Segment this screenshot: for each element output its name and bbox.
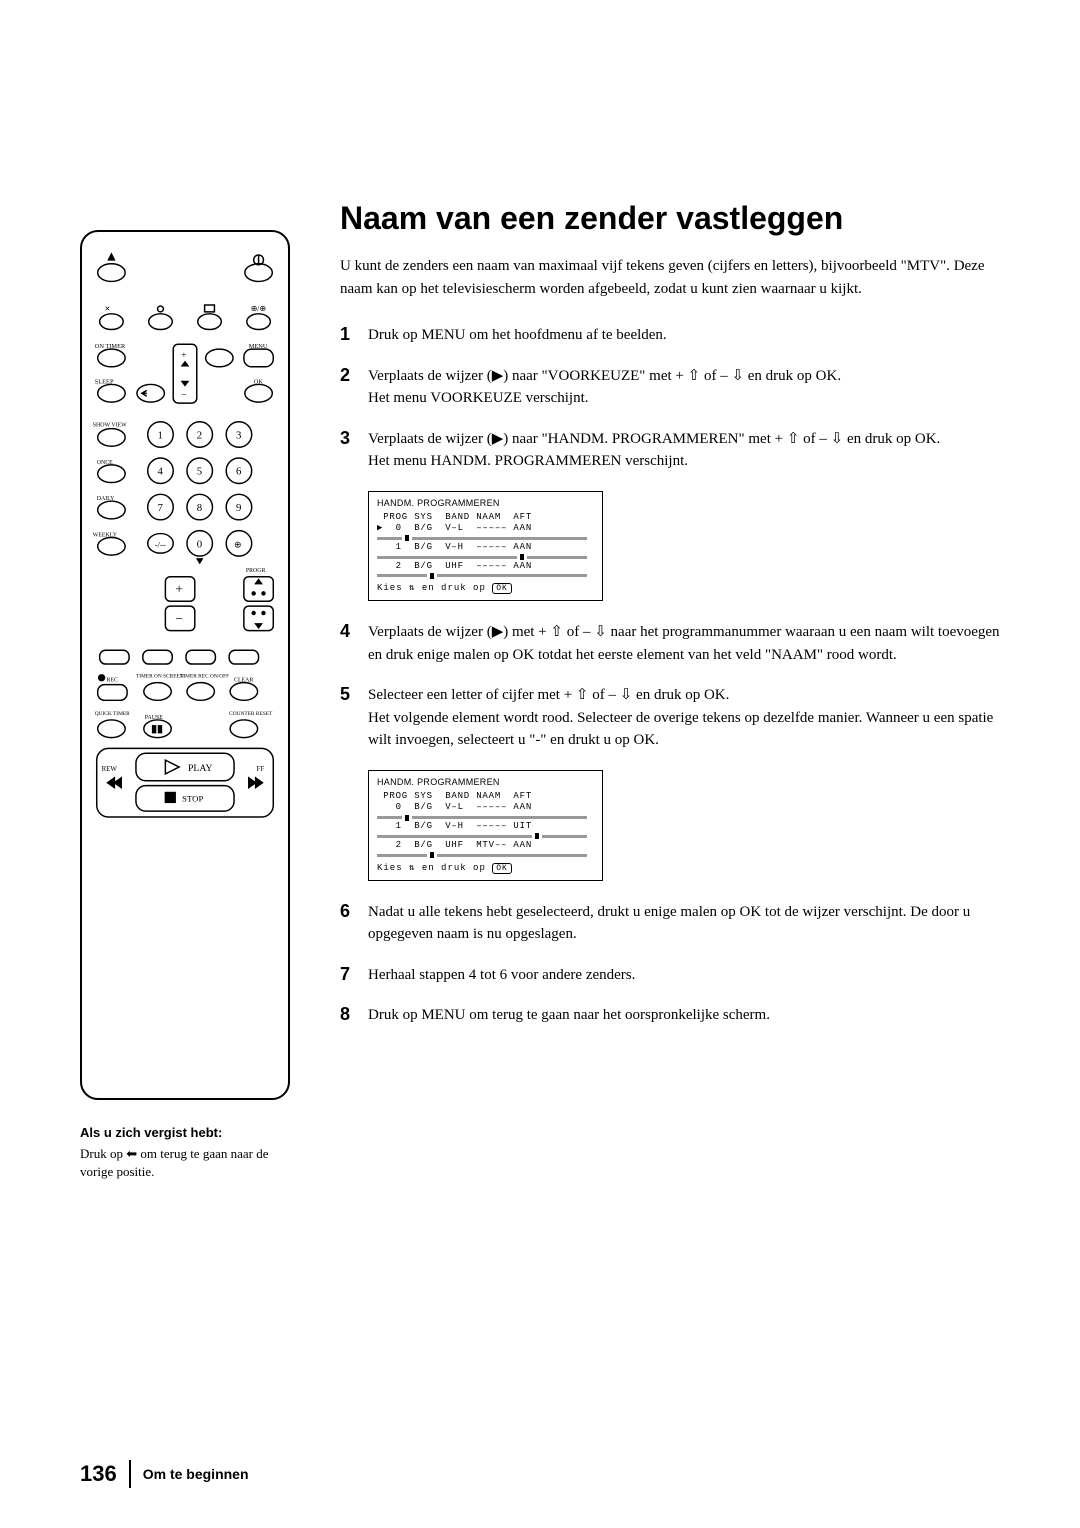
step-body: Nadat u alle tekens hebt geselecteerd, d…	[368, 901, 1000, 946]
step-5: 5 Selecteer een letter of cijfer met + ⇧…	[340, 684, 1000, 752]
svg-text:8: 8	[197, 502, 202, 514]
section-label: Om te beginnen	[129, 1460, 249, 1488]
step-number: 4	[340, 621, 368, 666]
step-number: 7	[340, 964, 368, 987]
screen-header: PROG SYS BAND NAAM AFT	[377, 512, 594, 524]
screen-row: 1 B/G V–H ––––– AAN	[377, 542, 594, 554]
svg-text:PROGR: PROGR	[246, 568, 266, 574]
svg-text:−: −	[181, 390, 187, 401]
back-arrow-icon: ⬅	[126, 1146, 137, 1161]
svg-text:5: 5	[197, 466, 202, 478]
tuning-bar	[377, 556, 594, 559]
step-1: 1 Druk op MENU om het hoofdmenu af te be…	[340, 324, 1000, 347]
step-number: 8	[340, 1004, 368, 1027]
svg-text:REC: REC	[107, 678, 119, 684]
footer-mid: en druk op	[415, 583, 492, 593]
svg-text:9: 9	[236, 502, 241, 514]
screen-row: 2 B/G UHF ––––– AAN	[377, 561, 594, 573]
main-column: Naam van een zender vastleggen U kunt de…	[340, 200, 1000, 1045]
svg-text:6: 6	[236, 466, 242, 478]
svg-text:SHOW VIEW: SHOW VIEW	[93, 423, 127, 429]
step-text: Selecteer een letter of cijfer met + ⇧ o…	[368, 687, 729, 703]
screen-menu-2: HANDM. PROGRAMMEREN PROG SYS BAND NAAM A…	[368, 770, 603, 881]
step-text: Het menu HANDM. PROGRAMMEREN verschijnt.	[368, 453, 688, 469]
svg-text:7: 7	[158, 502, 164, 514]
svg-text:TIMER ON SCREEN: TIMER ON SCREEN	[136, 674, 184, 680]
footer-pre: Kies	[377, 863, 409, 873]
screen-title: HANDM. PROGRAMMEREN	[377, 498, 594, 508]
step-7: 7 Herhaal stappen 4 tot 6 voor andere ze…	[340, 964, 1000, 987]
step-body: Verplaats de wijzer (▶) naar "VOORKEUZE"…	[368, 365, 841, 410]
step-text: Verplaats de wijzer (▶) naar "HANDM. PRO…	[368, 431, 940, 447]
svg-text:1: 1	[158, 429, 163, 441]
svg-text:QUICK TIMER: QUICK TIMER	[95, 711, 130, 717]
svg-text:−: −	[175, 611, 183, 626]
step-number: 2	[340, 365, 368, 410]
ok-icon: OK	[492, 583, 512, 594]
tuning-bar	[377, 835, 594, 838]
step-text: Het volgende element wordt rood. Selecte…	[368, 710, 993, 749]
left-column: ✕ ⊕/⊕ ON TIMER MENU SLEEP OK	[80, 230, 300, 1181]
tuning-bar	[377, 574, 594, 577]
step-4: 4 Verplaats de wijzer (▶) met + ⇧ of – ⇩…	[340, 621, 1000, 666]
svg-text:✕: ✕	[105, 306, 111, 313]
step-body: Verplaats de wijzer (▶) naar "HANDM. PRO…	[368, 428, 940, 473]
screen-header: PROG SYS BAND NAAM AFT	[377, 791, 594, 803]
svg-text:+: +	[181, 350, 187, 361]
svg-text:COUNTER RESET: COUNTER RESET	[229, 711, 273, 717]
svg-text:⊕/⊕: ⊕/⊕	[251, 304, 266, 313]
screen-title: HANDM. PROGRAMMEREN	[377, 777, 594, 787]
step-body: Selecteer een letter of cijfer met + ⇧ o…	[368, 684, 1000, 752]
svg-text:-/--: -/--	[155, 539, 166, 549]
note-pre: Druk op	[80, 1146, 126, 1161]
tuning-bar	[377, 537, 594, 540]
screen-footer: Kies ⇅ en druk op OK	[377, 583, 594, 594]
page-number: 136	[80, 1461, 117, 1487]
svg-text:FF: FF	[257, 766, 265, 773]
svg-text:REW: REW	[102, 766, 118, 773]
svg-text:3: 3	[236, 429, 241, 441]
svg-text:⊕: ⊕	[234, 539, 241, 549]
svg-text:4: 4	[158, 466, 164, 478]
screen-menu-1: HANDM. PROGRAMMEREN PROG SYS BAND NAAM A…	[368, 491, 603, 602]
step-body: Verplaats de wijzer (▶) met + ⇧ of – ⇩ n…	[368, 621, 1000, 666]
screen-row: 0 B/G V–L ––––– AAN	[377, 802, 594, 814]
step-number: 1	[340, 324, 368, 347]
page-footer: 136 Om te beginnen	[80, 1460, 249, 1488]
svg-text:+: +	[175, 581, 183, 596]
step-number: 5	[340, 684, 368, 752]
step-3: 3 Verplaats de wijzer (▶) naar "HANDM. P…	[340, 428, 1000, 473]
intro-text: U kunt de zenders een naam van maximaal …	[340, 255, 1000, 300]
step-body: Herhaal stappen 4 tot 6 voor andere zend…	[368, 964, 635, 987]
tuning-bar	[377, 854, 594, 857]
sidebar-note: Als u zich vergist hebt: Druk op ⬅ om te…	[80, 1125, 290, 1181]
footer-pre: Kies	[377, 583, 409, 593]
svg-text:PLAY: PLAY	[188, 763, 213, 774]
step-6: 6 Nadat u alle tekens hebt geselecteerd,…	[340, 901, 1000, 946]
step-body: Druk op MENU om het hoofdmenu af te beel…	[368, 324, 667, 347]
screen-footer: Kies ⇅ en druk op OK	[377, 863, 594, 874]
screen-row: ▶ 0 B/G V–L ––––– AAN	[377, 523, 594, 535]
footer-mid: en druk op	[415, 863, 492, 873]
step-2: 2 Verplaats de wijzer (▶) naar "VOORKEUZ…	[340, 365, 1000, 410]
step-number: 6	[340, 901, 368, 946]
svg-text:TIMER REC ON/OFF: TIMER REC ON/OFF	[180, 674, 229, 680]
remote-illustration: ✕ ⊕/⊕ ON TIMER MENU SLEEP OK	[80, 230, 290, 1100]
note-body: Druk op ⬅ om terug te gaan naar de vorig…	[80, 1145, 290, 1181]
note-title: Als u zich vergist hebt:	[80, 1125, 290, 1140]
svg-text:0: 0	[197, 538, 202, 550]
screen-row: 2 B/G UHF MTV–– AAN	[377, 840, 594, 852]
step-body: Druk op MENU om terug te gaan naar het o…	[368, 1004, 770, 1027]
svg-text:2: 2	[197, 429, 202, 441]
tuning-bar	[377, 816, 594, 819]
screen-row: 1 B/G V–H ––––– UIT	[377, 821, 594, 833]
svg-text:STOP: STOP	[182, 793, 203, 803]
step-number: 3	[340, 428, 368, 473]
step-text: Verplaats de wijzer (▶) naar "VOORKEUZE"…	[368, 368, 841, 384]
ok-icon: OK	[492, 863, 512, 874]
page-title: Naam van een zender vastleggen	[340, 200, 1000, 237]
step-text: Het menu VOORKEUZE verschijnt.	[368, 390, 589, 406]
step-8: 8 Druk op MENU om terug te gaan naar het…	[340, 1004, 1000, 1027]
